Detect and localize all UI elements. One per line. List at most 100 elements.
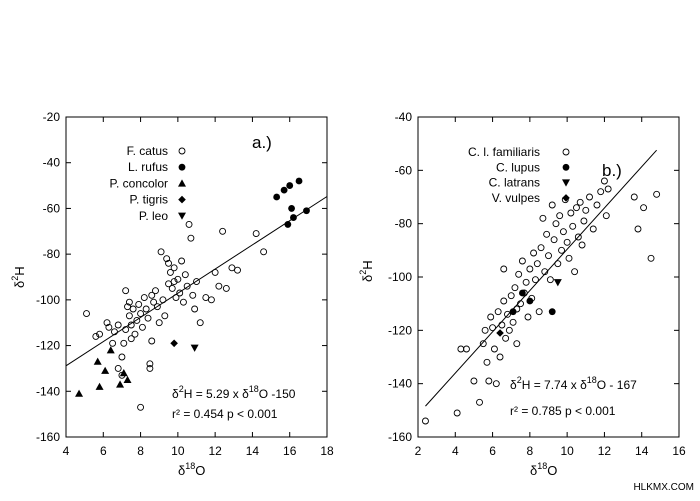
data-point: [124, 303, 131, 311]
x-tick-label: 6: [100, 444, 107, 458]
data-point: [518, 257, 526, 265]
points-a: [75, 177, 310, 411]
data-point: [138, 323, 146, 331]
legend-marker: [562, 148, 570, 156]
legend-marker: [178, 163, 186, 171]
x-tick-label: 16: [672, 444, 686, 458]
panel-b: 2 4 6 8 10 12 14 16 -160 -140 -120 -100 -80 -60 -40 C.…: [358, 110, 686, 478]
data-point: [140, 294, 148, 302]
plot-frame-a: [65, 116, 328, 438]
legend-entry-label: P. tigris: [130, 193, 168, 207]
data-point: [589, 225, 597, 233]
data-point: [519, 289, 526, 297]
legend-entry-label: F. catus: [127, 144, 168, 158]
data-point: [463, 345, 470, 353]
data-point: [228, 264, 236, 272]
data-point: [476, 398, 483, 406]
data-point: [125, 312, 133, 320]
legend-entry-label: V. vulpes: [492, 191, 540, 205]
data-point: [526, 265, 534, 273]
y-tick-label: -140: [36, 384, 60, 398]
data-point: [640, 204, 648, 212]
data-point: [105, 323, 113, 331]
data-point: [483, 358, 491, 366]
data-point: [559, 228, 567, 236]
y-axis-label-a: δ2H: [10, 266, 27, 288]
data-point: [114, 364, 122, 372]
data-point: [580, 217, 588, 225]
data-point: [148, 291, 156, 299]
legend-marker: [562, 179, 570, 187]
data-point: [83, 310, 90, 318]
data-point: [515, 270, 523, 278]
data-point: [234, 266, 241, 274]
x-tick-label: 2: [415, 444, 422, 458]
data-point: [144, 314, 152, 322]
data-point: [573, 204, 580, 212]
data-point: [517, 300, 524, 308]
y-tick-label: -40: [395, 110, 413, 124]
data-point: [647, 254, 655, 262]
stats-a: r² = 0.454 p < 0.001: [172, 407, 278, 421]
y-tick-label: -80: [43, 247, 61, 261]
fit-line-b: [425, 149, 657, 407]
data-point: [558, 246, 565, 254]
y-tick-label: -120: [36, 339, 60, 353]
data-point: [280, 186, 288, 194]
x-tick-label: 16: [283, 444, 297, 458]
data-point: [252, 230, 260, 238]
x-tick-label: 8: [527, 444, 534, 458]
data-point: [513, 340, 521, 348]
data-point: [602, 212, 610, 220]
legend-entry-label: C. lupus: [496, 160, 540, 174]
x-tick-label: 12: [598, 444, 612, 458]
legend-entry-label: C. latrans: [489, 176, 540, 190]
data-point: [193, 278, 200, 286]
data-point: [288, 205, 295, 212]
data-point: [453, 409, 461, 417]
data-point: [507, 292, 515, 300]
y-tick-label: -60: [395, 163, 413, 177]
data-point: [133, 316, 141, 324]
data-point: [284, 221, 292, 228]
data-point: [303, 207, 310, 215]
data-point: [552, 220, 560, 228]
y-tick-label: -120: [388, 323, 412, 337]
data-point: [165, 280, 172, 288]
data-point: [509, 318, 517, 326]
x-axis-label-b: δ18O: [530, 461, 557, 478]
data-point: [183, 282, 191, 290]
y-tick-label: -80: [395, 217, 413, 231]
data-point: [155, 319, 163, 327]
y-tick-label: -160: [36, 430, 60, 444]
legend-marker: [178, 195, 186, 204]
y-tick-label: -100: [36, 293, 60, 307]
data-point: [129, 305, 137, 313]
data-point: [290, 214, 297, 221]
data-point: [553, 279, 562, 287]
data-point: [260, 248, 268, 256]
x-tick-label: 14: [246, 444, 260, 458]
data-point: [211, 268, 219, 276]
data-point: [604, 185, 612, 193]
data-point: [545, 252, 552, 260]
data-point: [485, 377, 493, 385]
data-point: [165, 259, 172, 267]
data-point: [189, 291, 197, 299]
data-point: [137, 310, 145, 318]
legend-entry-label: P. concolor: [110, 176, 168, 190]
y-tick-label: -100: [388, 270, 412, 284]
data-point: [123, 375, 132, 384]
legend-marker: [178, 147, 186, 155]
panel-label-a: a.): [252, 133, 272, 152]
x-tick-label: 12: [208, 444, 222, 458]
data-point: [563, 238, 571, 246]
data-point: [511, 284, 519, 292]
data-point: [101, 366, 110, 374]
data-point: [500, 297, 508, 305]
data-point: [535, 308, 543, 316]
x-tick-label: 6: [489, 444, 496, 458]
data-point: [509, 308, 517, 316]
data-point: [530, 249, 538, 257]
